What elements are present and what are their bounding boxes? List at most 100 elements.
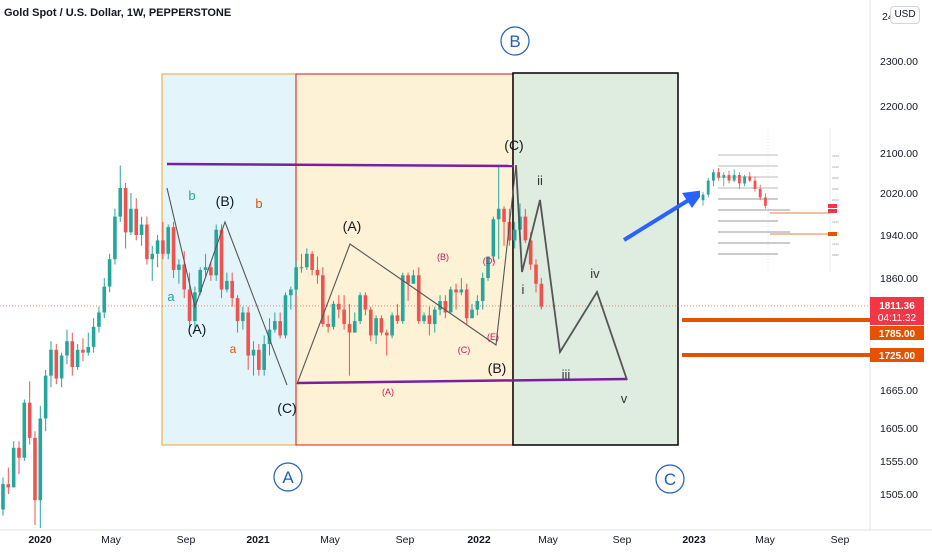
price-tick-label: 2200.00 xyxy=(880,101,918,113)
label-wave-i: i xyxy=(522,282,525,297)
impulse-projection[interactable] xyxy=(515,164,628,381)
inset-level-label: 1880 xyxy=(832,253,839,257)
candle-body xyxy=(166,227,171,254)
current-price-value: 1811.36 xyxy=(879,301,915,312)
candle-body xyxy=(171,227,176,270)
time-tick-label: May xyxy=(538,534,559,546)
candle-body xyxy=(486,256,490,278)
inset-candle-body xyxy=(712,172,715,181)
elliott-wave-drawings[interactable] xyxy=(166,162,705,386)
current-price-tag-bg xyxy=(870,297,924,325)
wave-abc-left[interactable] xyxy=(166,187,288,386)
inset-candle-body xyxy=(753,180,757,189)
candle-body xyxy=(416,275,421,322)
time-tick-label: Sep xyxy=(396,534,415,546)
label-big-a: (A) xyxy=(188,321,207,337)
price-tick-label: 1555.00 xyxy=(880,456,918,468)
candle-body xyxy=(395,315,400,322)
candle-body xyxy=(326,323,330,327)
candle-body xyxy=(241,312,245,322)
zone-circle-c xyxy=(655,464,685,494)
candle-body xyxy=(177,264,181,270)
currency-button[interactable]: USD xyxy=(890,6,920,24)
candle-body xyxy=(491,219,496,257)
candle-body xyxy=(496,208,501,220)
candle-body xyxy=(374,318,378,336)
label-wave-iv: iv xyxy=(590,266,600,281)
inset-chart-thumbnail[interactable]: 2150212020902060203020001970194019101880 xyxy=(700,125,840,275)
candle-body xyxy=(65,341,69,356)
zone-b-box[interactable] xyxy=(295,73,514,446)
candle-body xyxy=(225,280,229,290)
candle-body xyxy=(331,303,336,327)
candle-body xyxy=(539,283,544,307)
wave-abc-middle[interactable] xyxy=(296,164,517,385)
candle-body xyxy=(214,229,218,276)
label-mid-c: (C) xyxy=(504,137,523,153)
inset-price-tag xyxy=(828,232,837,236)
candle-body xyxy=(209,267,213,276)
candle-body xyxy=(454,289,458,293)
candle-body xyxy=(6,484,11,488)
candle-body xyxy=(400,275,405,322)
support-trendline[interactable] xyxy=(296,377,628,385)
candle-body xyxy=(438,300,442,310)
candle-body xyxy=(54,349,59,379)
candle-body xyxy=(273,321,277,330)
candle-body xyxy=(384,332,389,336)
candle-body xyxy=(310,253,314,270)
candle-body xyxy=(86,346,91,353)
candle-body xyxy=(342,309,346,324)
zone-label-b: B xyxy=(509,32,520,51)
candle-body xyxy=(347,323,352,333)
candle-body xyxy=(161,240,165,254)
arrow-shaft xyxy=(622,196,694,242)
candle-body xyxy=(512,229,517,241)
candle-body xyxy=(321,275,325,324)
candle-body xyxy=(448,289,453,313)
candle-body xyxy=(107,259,112,287)
time-tick-label: May xyxy=(320,534,341,546)
label-b-teal: b xyxy=(188,188,195,203)
candle-body xyxy=(470,309,474,319)
level-tag-label: 1725.00 xyxy=(879,351,916,362)
arrow-head-icon xyxy=(682,190,705,208)
candle-body xyxy=(523,216,528,241)
candle-body xyxy=(113,216,117,260)
candle-body xyxy=(134,208,139,235)
candle-body xyxy=(198,269,203,293)
zone-a-box[interactable] xyxy=(161,73,297,446)
inset-level-label: 2090 xyxy=(832,176,839,180)
inset-candle-body xyxy=(732,175,736,181)
label-pink-c: (C) xyxy=(458,345,471,355)
zone-c-box[interactable] xyxy=(512,72,679,446)
candle-body xyxy=(118,188,123,217)
candle-body xyxy=(129,208,133,233)
candle-body xyxy=(246,312,250,356)
inset-price-tag xyxy=(828,209,837,213)
candle-body xyxy=(443,300,448,313)
inset-candle-body xyxy=(722,175,726,178)
candle-body xyxy=(422,315,426,322)
label-pink-e: (E) xyxy=(487,332,499,342)
inset-candle-body xyxy=(743,176,746,184)
inset-level-label: 2060 xyxy=(832,187,839,191)
resistance-trendline[interactable] xyxy=(166,162,515,168)
candle-body xyxy=(379,318,384,333)
label-b-orange: b xyxy=(255,196,262,211)
label-big-b: (B) xyxy=(216,193,235,209)
inset-candle-body xyxy=(717,172,720,178)
label-a-orange: a xyxy=(230,342,237,356)
time-axis[interactable]: 2020 May Sep 2021 May Sep 2022 May Sep 2023 May Sep xyxy=(0,529,932,546)
time-tick-label: May xyxy=(755,534,776,546)
candle-body xyxy=(91,326,96,347)
candle-body xyxy=(278,321,282,336)
price-axis[interactable]: 24 2300.00 2200.00 2100.00 2020.00 1940.00 186… xyxy=(869,0,918,530)
candle-body xyxy=(1,484,5,510)
current-price-countdown: 04:11:32 xyxy=(878,313,917,324)
candle-body xyxy=(406,275,410,284)
